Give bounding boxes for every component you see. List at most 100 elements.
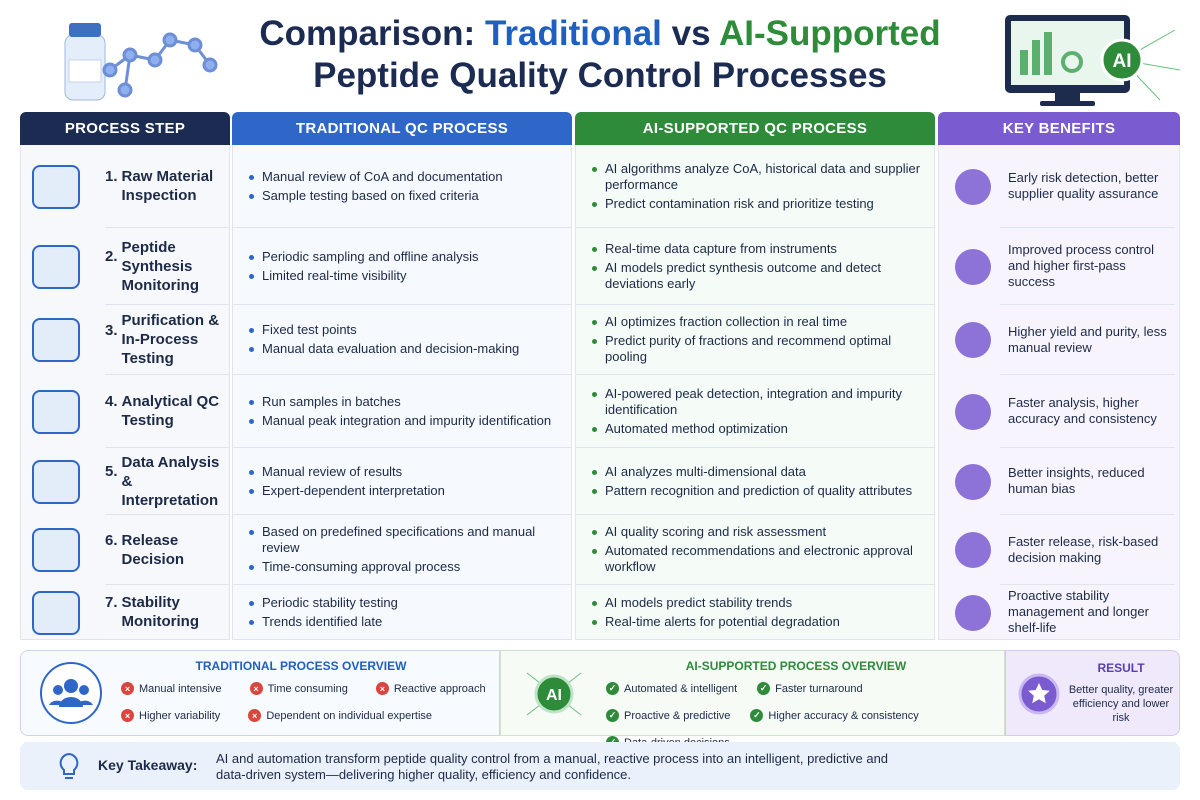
traditional-cell: Periodic stability testing Trends identif… <box>232 585 572 640</box>
status-icon: × <box>249 682 263 695</box>
bullet: Automated recommendations and electronic… <box>587 543 923 575</box>
benefit-cell: Improved process control and higher firs… <box>1000 228 1175 305</box>
bullet: Predict purity of fractions and recommen… <box>587 333 923 365</box>
step-cell: 3. Purification & In-Process Testing <box>105 305 230 375</box>
star-icon <box>1018 673 1060 715</box>
bullet: Limited real-time visibility <box>244 268 479 284</box>
bullet-list: Real-time data capture from instruments A… <box>587 238 923 295</box>
status-icon: ✓ <box>750 709 764 722</box>
bullet: Real-time alerts for potential degradati… <box>587 614 840 630</box>
bullet: AI models predict stability trends <box>587 595 840 611</box>
bullet: Time-consuming approval process <box>244 559 560 575</box>
step-icon <box>32 528 80 572</box>
benefit-icon <box>955 594 991 631</box>
result-text: Better quality, greater efficiency and l… <box>1068 684 1174 724</box>
benefit-icon <box>955 532 991 568</box>
column-header: AI-SUPPORTED QC PROCESS <box>575 112 935 145</box>
overview-item-text: Proactive & predictive <box>624 709 731 722</box>
status-icon: × <box>248 709 262 722</box>
bullet: Periodic sampling and offline analysis <box>244 249 479 265</box>
overview-item: ✓ Higher accuracy & consistency <box>750 709 919 722</box>
step-icon <box>32 244 80 289</box>
bullet: Sample testing based on fixed criteria <box>244 188 503 204</box>
traditional-cell: Manual review of CoA and documentation Sa… <box>232 145 572 228</box>
step-number: 6. <box>105 531 118 549</box>
benefit-icon <box>955 393 991 430</box>
result-box: RESULT Better quality, greater efficienc… <box>1005 650 1180 736</box>
ai-cell: AI analyzes multi-dimensional data Patter… <box>575 448 935 515</box>
benefit-cell: Better insights, reduced human bias <box>1000 448 1175 515</box>
ai-badge: AI <box>1113 51 1132 72</box>
overview-items: ✓ Automated & intelligent ✓ Faster turnarou… <box>606 675 1006 756</box>
step-cell: 2. Peptide Synthesis Monitoring <box>105 228 230 305</box>
takeaway-label: Key Takeaway: <box>98 757 198 773</box>
ai-icon: AI <box>526 672 582 716</box>
overview-item: × Reactive approach <box>375 682 486 695</box>
column-header: TRADITIONAL QC PROCESS <box>232 112 572 145</box>
step-number: 1. <box>105 168 118 185</box>
bullet-list: Manual review of results Expert-dependent… <box>244 461 445 502</box>
step-cell: 1. Raw Material Inspection <box>105 145 230 228</box>
bullet-list: Periodic stability testing Trends identif… <box>244 592 398 633</box>
bullet-list: Fixed test points Manual data evaluation … <box>244 319 519 360</box>
title-line2: Peptide Quality Control Processes <box>313 56 887 95</box>
overview-item-text: Manual intensive <box>139 682 222 695</box>
traditional-cell: Manual review of results Expert-dependent… <box>232 448 572 515</box>
step-icon <box>32 164 80 209</box>
step-icon <box>32 590 80 635</box>
title-ai: AI-Supported <box>719 14 941 53</box>
takeaway-text: AI and automation transform peptide qual… <box>216 751 889 782</box>
ai-cell: Real-time data capture from instruments A… <box>575 228 935 305</box>
monitor-illustration: AI <box>1005 15 1181 106</box>
ai-cell: AI algorithms analyze CoA, historical da… <box>575 145 935 228</box>
bullet: Manual review of CoA and documentation <box>244 169 503 185</box>
overview-item: × Dependent on individual expertise <box>248 709 432 722</box>
bullet-list: AI analyzes multi-dimensional data Patter… <box>587 461 912 502</box>
bullet: AI analyzes multi-dimensional data <box>587 464 912 480</box>
title-line1: Comparison: Traditional vs AI-Supported <box>200 14 1000 54</box>
bullet-list: Manual review of CoA and documentation Sa… <box>244 166 503 207</box>
bullet: Manual data evaluation and decision-maki… <box>244 341 519 357</box>
overview-item: ✓ Automated & intelligent <box>606 682 737 695</box>
benefit-cell: Early risk detection, better supplier qu… <box>1000 145 1175 228</box>
step-name: Peptide Synthesis Monitoring <box>121 238 199 294</box>
bullet: Periodic stability testing <box>244 595 398 611</box>
bullet: Automated method optimization <box>587 421 923 437</box>
benefit-icon <box>955 322 991 358</box>
ai-overview: AI AI-SUPPORTED PROCESS OVERVIEW ✓ Automa… <box>500 650 1005 749</box>
bullet-list: AI-powered peak detection, integration a… <box>587 383 923 440</box>
overview-item-text: Reactive approach <box>393 682 486 695</box>
result-title: RESULT <box>1097 661 1145 675</box>
overview-item-text: Higher variability <box>139 709 221 722</box>
step-number: 2. <box>105 248 118 265</box>
bullet-list: AI quality scoring and risk assessment Au… <box>587 521 923 578</box>
takeaway: Key Takeaway: AI and automation transfor… <box>20 742 1180 790</box>
bullet: Trends identified late <box>244 614 398 630</box>
overview-item-text: Higher accuracy & consistency <box>768 709 919 722</box>
benefit-icon <box>955 463 991 500</box>
bullet: AI-powered peak detection, integration a… <box>587 386 923 418</box>
step-name: Stability Monitoring <box>121 594 199 630</box>
overview-item-text: Faster turnaround <box>775 682 863 695</box>
ai-cell: AI models predict stability trends Real-t… <box>575 585 935 640</box>
bullet-list: AI models predict stability trends Real-t… <box>587 592 840 633</box>
bullet: Predict contamination risk and prioritiz… <box>587 196 923 212</box>
overview-item: × Higher variability <box>121 709 220 722</box>
step-number: 7. <box>105 594 118 611</box>
overview-item: ✓ Proactive & predictive <box>606 709 730 722</box>
step-cell: 5. Data Analysis & Interpretation <box>105 448 230 515</box>
traditional-cell: Fixed test points Manual data evaluation … <box>232 305 572 375</box>
step-name: Data Analysis & Interpretation <box>121 453 220 509</box>
overview-item: ✓ Faster turnaround <box>757 682 863 695</box>
status-icon: × <box>375 682 389 695</box>
bullet: Pattern recognition and prediction of qu… <box>587 483 912 499</box>
status-icon: ✓ <box>606 682 619 695</box>
bullet: Run samples in batches <box>244 394 551 410</box>
benefit-cell: Faster analysis, higher accuracy and con… <box>1000 375 1175 448</box>
bullet: Manual review of results <box>244 464 445 480</box>
ai-badge: AI <box>546 687 562 704</box>
step-name: Purification & In-Process Testing <box>121 312 220 367</box>
bullet: AI models predict synthesis outcome and … <box>587 260 923 292</box>
overview-title: TRADITIONAL PROCESS OVERVIEW <box>195 659 407 673</box>
